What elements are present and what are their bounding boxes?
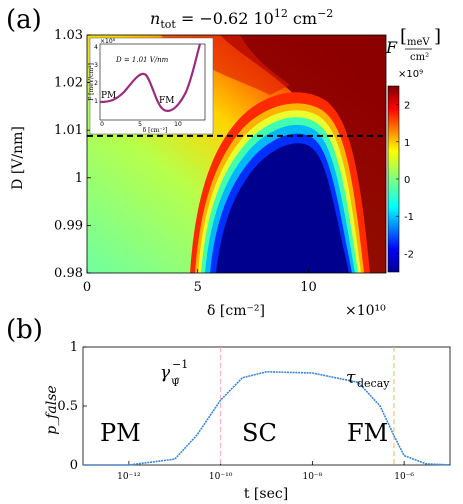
svg-text:γ: γ — [160, 363, 171, 383]
panel-b-y-ticks: 00.51 — [57, 340, 87, 473]
svg-text:ntot = −0.62 1012 cm−2: ntot = −0.62 1012 cm−2 — [150, 7, 333, 31]
panel-b-x-tick-label: 10⁻¹² — [117, 472, 141, 482]
gamma-label: γ −1 Ψ̂ — [160, 358, 188, 389]
colorbar-tick-label: -1 — [404, 212, 414, 223]
svg-text:[: [ — [400, 26, 407, 47]
colorbar-label: F meV cm² [ ] — [385, 26, 441, 63]
inset-ylabel: F [meV/cm²] — [88, 63, 95, 101]
colorbar-multiplier: ×10⁹ — [398, 69, 423, 80]
heatmap-y-tick-label: 1 — [75, 171, 83, 186]
inset-y-tick-label: 3 — [94, 62, 98, 69]
inset-y-tick-label: 4 — [94, 44, 98, 51]
colorbar-tick-label: -2 — [404, 249, 414, 260]
inset: ×10⁸ D = 1.01 V/nm 4 3 2 1 0 5 10 F [meV/cm²]… — [88, 37, 214, 135]
panel-b-y-tick-label: 0 — [70, 458, 78, 473]
svg-text:Ψ̂: Ψ̂ — [171, 378, 180, 389]
inset-title: D = 1.01 V/nm — [115, 56, 169, 64]
inset-xlabel: δ [cm⁻²] — [143, 127, 168, 134]
svg-text:cm²: cm² — [410, 52, 429, 63]
heatmap-y-label: D [V/nm] — [10, 126, 26, 190]
panel-b-frame — [82, 346, 451, 466]
pfalse-curve — [83, 370, 451, 466]
panel-b-y-label: p_false — [44, 385, 60, 434]
heatmap-y-tick-label: 0.99 — [54, 218, 83, 233]
panel-a-title: ntot = −0.62 1012 cm−2 — [150, 7, 333, 31]
heatmap-frame — [86, 34, 387, 274]
heatmap-x-label: δ [cm⁻²] — [207, 303, 265, 319]
svg-text:meV: meV — [407, 37, 430, 48]
svg-text:F: F — [385, 38, 398, 57]
inset-y-ticks: 4 3 2 1 — [94, 44, 98, 105]
svg-text:decay: decay — [357, 377, 390, 390]
colorbar-tick-label: 2 — [404, 101, 410, 112]
svg-text:−1: −1 — [172, 358, 188, 371]
inset-x-tick-label: 10 — [174, 121, 182, 128]
panel-b-label: (b) — [6, 315, 43, 345]
heatmap — [87, 35, 386, 273]
heatmap-y-tick-label: 1.02 — [54, 76, 83, 91]
inset-x-ticks: 0 5 10 — [100, 121, 182, 128]
inset-pm-label: PM — [101, 91, 116, 101]
colorbar-tick-label: 0 — [404, 175, 410, 186]
heatmap-x-tick-label: 10 — [300, 280, 317, 295]
fm-label: FM — [347, 419, 388, 447]
tau-label: τ decay — [346, 368, 390, 390]
svg-text:]: ] — [434, 26, 441, 47]
heatmap-y-tick-label: 1.03 — [54, 28, 83, 43]
panel-b-y-tick-label: 1 — [70, 340, 78, 355]
heatmap-y-tick-label: 0.98 — [54, 266, 83, 281]
inset-multiplier: ×10⁸ — [100, 38, 116, 45]
inset-x-tick-label: 5 — [138, 121, 142, 128]
inset-x-tick-label: 0 — [100, 121, 104, 128]
sc-label: SC — [242, 419, 277, 447]
colorbar-tick-label: 1 — [404, 138, 410, 149]
panel-a-label: (a) — [6, 5, 42, 35]
panel-b-x-tick-label: 10⁻⁶ — [394, 472, 414, 482]
heatmap-x-multiplier: ×10¹⁰ — [345, 303, 386, 319]
inset-y-tick-label: 1 — [94, 98, 98, 105]
svg-text:τ: τ — [346, 368, 356, 388]
inset-y-tick-label: 2 — [94, 80, 98, 87]
inset-fm-label: FM — [159, 96, 174, 106]
panel-b-x-tick-label: 10⁻⁸ — [302, 472, 322, 482]
colorbar-ticks: 2 1 0 -1 -2 — [396, 101, 414, 260]
heatmap-y-ticks: 0.98 0.99 1 1.01 1.02 1.03 — [54, 28, 91, 281]
pm-label: PM — [100, 419, 141, 447]
heatmap-x-tick-label: 0 — [83, 280, 91, 295]
heatmap-x-tick-label: 5 — [194, 280, 202, 295]
panel-b-y-tick-label: 0.5 — [57, 399, 78, 414]
inset-curve — [99, 43, 202, 112]
panel-b-x-tick-label: 10⁻¹⁰ — [209, 472, 233, 482]
heatmap-x-ticks: 0 5 10 — [83, 269, 317, 295]
panel-b-x-label: t [sec] — [244, 486, 288, 502]
heatmap-y-tick-label: 1.01 — [54, 123, 83, 138]
